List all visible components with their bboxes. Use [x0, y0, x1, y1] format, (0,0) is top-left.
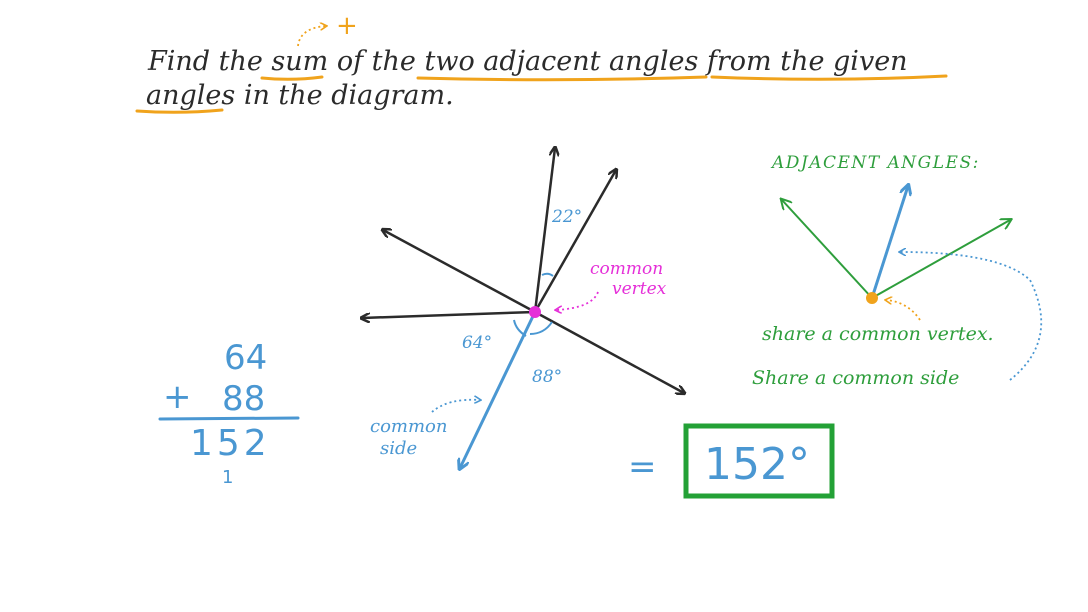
underline-given [710, 74, 948, 81]
definition-panel: ADJACENT ANGLES: share a common vertex. … [752, 153, 1043, 389]
annotation-arrow [297, 26, 326, 47]
side-label-line-2: side [380, 438, 417, 459]
angle-label-64: 64° [462, 333, 492, 353]
definition-property-2: Share a common side [752, 367, 959, 389]
underline-angles [135, 108, 224, 114]
sum-result: 152 [190, 423, 271, 464]
column-addition: 64 + 88 152 1 [158, 338, 300, 488]
example-ray-left [782, 200, 873, 299]
question-block: Find the sum of the two adjacent angles … [135, 11, 948, 114]
example-vertex-dot [866, 292, 878, 304]
underline-sum [260, 75, 324, 81]
annotation-plus: + [336, 11, 358, 41]
side-label-line-1: common [370, 416, 447, 437]
ray-down-right [534, 310, 684, 393]
equals-sign: = [628, 447, 657, 487]
addend-88: 88 [222, 379, 265, 419]
sum-rule [158, 416, 300, 421]
arc-64 [513, 319, 527, 337]
side-property-arrow [900, 252, 1043, 381]
example-ray-right [871, 220, 1010, 299]
ray-left [362, 310, 536, 318]
vertex-pointer-arrow [556, 291, 599, 310]
angle-label-88: 88° [532, 367, 562, 387]
arc-88 [529, 321, 553, 335]
ray-up-right [533, 170, 616, 313]
vertex-label-line-2: vertex [612, 279, 667, 299]
underline-two-adjacent-angles [416, 75, 708, 82]
side-pointer-arrow [431, 400, 480, 413]
ray-up-left [383, 230, 536, 314]
common-vertex-dot [529, 306, 541, 318]
vertex-label-line-1: common [590, 259, 663, 279]
definition-title: ADJACENT ANGLES: [770, 153, 980, 173]
example-common-side [870, 186, 908, 299]
question-line-1: Find the sum of the two adjacent angles … [147, 46, 908, 77]
ray-up [533, 148, 555, 313]
vertex-property-arrow [886, 300, 921, 321]
angle-label-22: 22° [551, 207, 582, 227]
addend-64: 64 [224, 338, 267, 378]
answer-box [683, 423, 835, 499]
answer-value: 152° [704, 439, 810, 490]
plus-sign: + [163, 377, 192, 417]
definition-property-1: share a common vertex. [762, 323, 994, 345]
angle-diagram: 22° 64° 88° common vertex common side [362, 148, 684, 468]
common-side-ray [460, 311, 537, 468]
answer-block: = 152° [628, 423, 835, 499]
arc-22 [541, 272, 554, 277]
carry-digit: 1 [222, 467, 233, 488]
question-line-2: angles in the diagram. [146, 80, 454, 111]
